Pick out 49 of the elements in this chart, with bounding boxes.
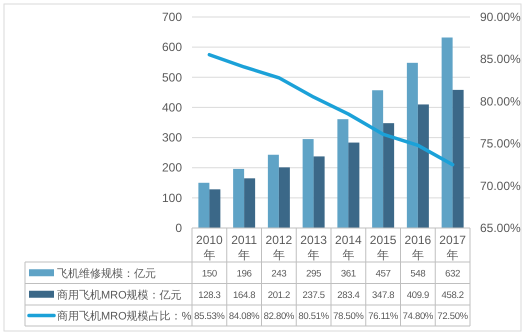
y2tick: 75.00% <box>480 136 521 151</box>
value-label: 458.2 <box>441 290 464 301</box>
value-label: 361 <box>340 268 356 280</box>
ytick: 600 <box>162 40 182 54</box>
value-label: 76.11% <box>368 311 398 322</box>
xtick: 2015年 <box>370 233 396 262</box>
ytick: 700 <box>162 10 182 24</box>
value-label: 85.53% <box>194 311 225 322</box>
value-label: 164.8 <box>232 290 256 301</box>
value-label: 409.9 <box>406 290 430 301</box>
ytick: 300 <box>162 130 182 145</box>
value-label: 201.2 <box>268 290 290 301</box>
xtick: 2013年 <box>300 233 327 262</box>
value-label: 283.4 <box>337 290 360 301</box>
ytick: 200 <box>162 160 182 175</box>
legend-label: 商用飞机MRO规模占比：% <box>57 310 192 322</box>
value-label: 84.08% <box>228 311 260 322</box>
y2tick: 90.00% <box>480 10 521 24</box>
ytick: 500 <box>162 70 182 84</box>
ytick: 0 <box>175 221 182 235</box>
value-label: 82.80% <box>264 311 294 322</box>
legend-label: 飞机维修规模：亿元 <box>57 268 156 280</box>
value-label: 632 <box>445 268 460 280</box>
value-label: 74.80% <box>402 311 434 322</box>
ytick: 400 <box>162 100 182 114</box>
xtick: 2011年 <box>231 233 258 262</box>
xtick: 2012年 <box>266 233 292 262</box>
value-label: 457 <box>376 268 391 280</box>
ytick: 100 <box>162 190 182 205</box>
xtick: 2014年 <box>335 233 362 262</box>
xtick: 2017年 <box>439 233 466 262</box>
value-label: 237.5 <box>302 290 325 301</box>
value-label: 78.50% <box>333 311 364 322</box>
value-label: 150 <box>202 268 217 280</box>
y2tick: 85.00% <box>480 52 521 66</box>
value-label: 548 <box>410 268 426 280</box>
value-label: 80.51% <box>298 311 329 322</box>
value-label: 295 <box>306 268 322 280</box>
xtick: 2016年 <box>404 233 432 262</box>
value-label: 347.8 <box>372 290 394 301</box>
value-label: 72.50% <box>437 311 468 322</box>
value-label: 128.3 <box>198 290 221 301</box>
y2tick: 65.00% <box>480 221 521 235</box>
xtick: 2010年 <box>196 233 223 262</box>
y2tick: 70.00% <box>480 178 521 193</box>
value-label: 196 <box>236 268 252 280</box>
value-label: 243 <box>271 268 286 280</box>
legend-label: 商用飞机MRO规模：亿元 <box>57 289 182 302</box>
y2tick: 80.00% <box>480 94 521 108</box>
